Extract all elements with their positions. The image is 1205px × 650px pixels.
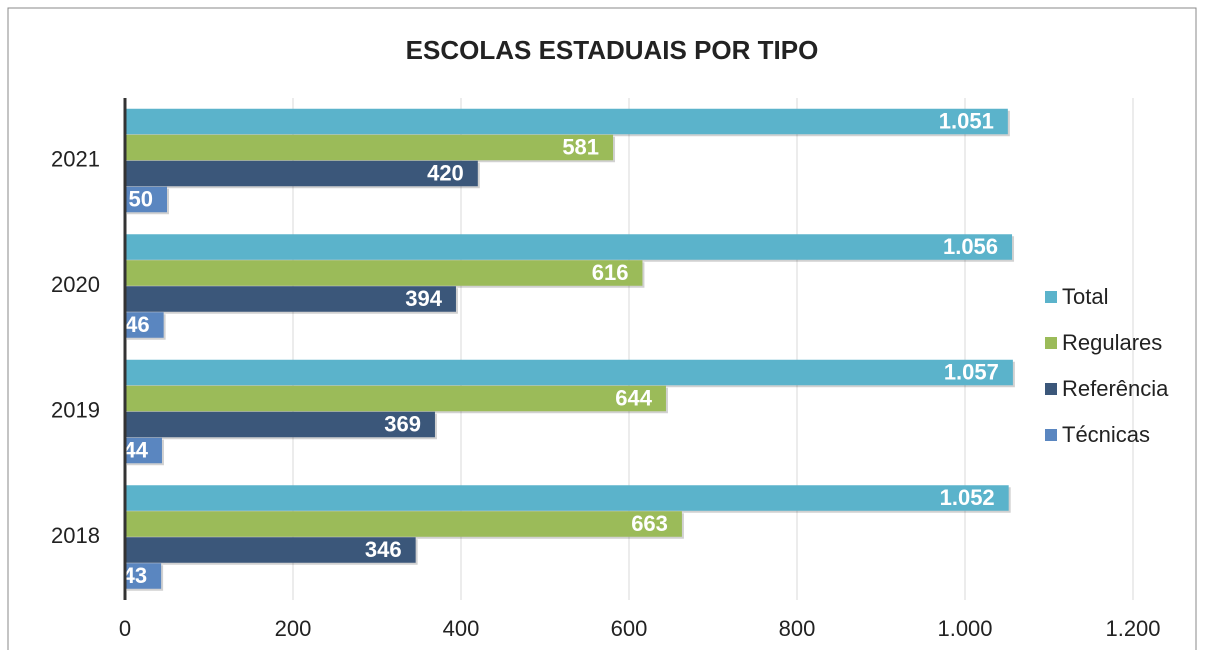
data-label: 1.056: [943, 234, 998, 259]
y-tick-label: 2021: [51, 147, 100, 172]
bar: [125, 260, 643, 286]
bar: [125, 563, 162, 589]
legend-swatch: [1045, 429, 1057, 441]
data-label: 346: [365, 537, 402, 562]
x-tick-label: 1.000: [937, 616, 992, 641]
data-label: 644: [615, 385, 652, 410]
legend-swatch: [1045, 291, 1057, 303]
legend-label: Técnicas: [1062, 422, 1150, 447]
data-label: 43: [123, 563, 147, 588]
chart-frame: [7, 7, 1197, 650]
legend-swatch: [1045, 337, 1057, 349]
chart-title: ESCOLAS ESTADUAIS POR TIPO: [406, 35, 819, 65]
data-label: 394: [405, 286, 442, 311]
bar: [125, 234, 1013, 260]
data-label: 616: [592, 260, 629, 285]
bar: [125, 108, 1008, 135]
data-label: 420: [427, 160, 464, 185]
x-tick-label: 600: [611, 616, 648, 641]
x-tick-label: 400: [443, 616, 480, 641]
bar: [125, 286, 456, 312]
data-label: 1.057: [944, 359, 999, 384]
bar: [125, 385, 666, 412]
bar: [125, 160, 478, 187]
x-tick-label: 800: [779, 616, 816, 641]
data-label: 663: [631, 511, 668, 536]
bar: [125, 437, 162, 464]
x-tick-label: 0: [119, 616, 131, 641]
y-tick-label: 2018: [51, 523, 100, 548]
data-label: 1.052: [940, 485, 995, 510]
bar: [125, 537, 416, 563]
legend-label: Total: [1062, 284, 1108, 309]
legend-swatch: [1045, 383, 1057, 395]
bar: [125, 359, 1013, 386]
legend-label: Regulares: [1062, 330, 1162, 355]
data-label: 44: [123, 437, 148, 462]
data-label: 1.051: [939, 108, 994, 133]
bar: [125, 186, 167, 213]
bar: [125, 511, 682, 537]
data-label: 369: [384, 411, 421, 436]
x-tick-label: 1.200: [1105, 616, 1160, 641]
legend-label: Referência: [1062, 376, 1169, 401]
y-tick-label: 2020: [51, 272, 100, 297]
bar: [125, 411, 435, 438]
x-tick-label: 200: [275, 616, 312, 641]
data-label: 581: [562, 134, 599, 159]
bar: [125, 485, 1009, 511]
data-label: 46: [125, 312, 149, 337]
y-tick-label: 2019: [51, 398, 100, 423]
bar: [125, 134, 614, 161]
bar: [125, 312, 164, 338]
data-label: 50: [129, 186, 153, 211]
